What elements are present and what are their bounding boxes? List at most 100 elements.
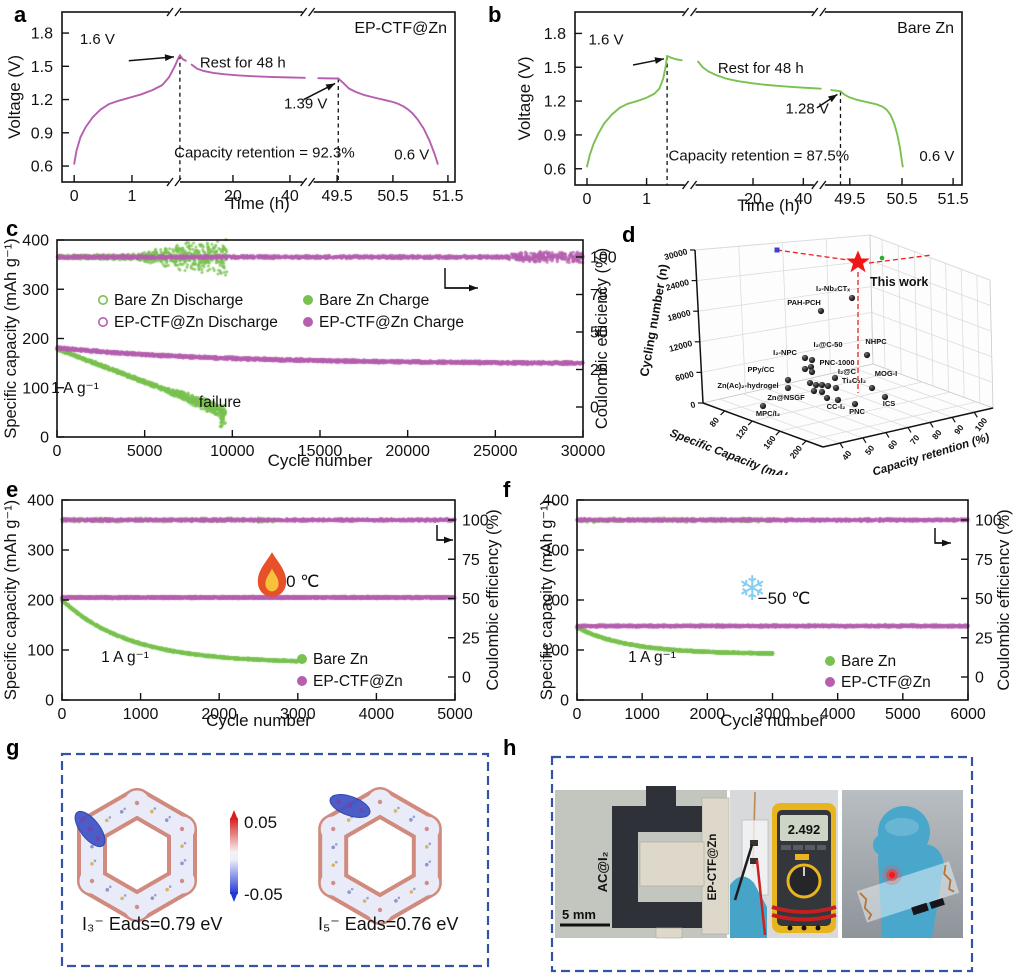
svg-text:1 A g⁻¹: 1 A g⁻¹: [628, 649, 676, 666]
svg-text:1.5: 1.5: [31, 59, 53, 76]
dashed-box: [60, 752, 490, 968]
svg-text:MOG-I: MOG-I: [875, 369, 898, 378]
panel-device-photos: AC@I₂ EP-CTF@Zn 5 mm 2.492: [550, 755, 974, 973]
panel-label-c: c: [6, 216, 19, 241]
svg-text:70: 70: [908, 433, 922, 447]
multimeter: 2.492: [771, 803, 837, 933]
svg-text:1.2: 1.2: [544, 94, 566, 111]
eads-i5-caption: I₅⁻ Eads=0.76 eV: [318, 914, 458, 934]
svg-text:Voltage (V): Voltage (V): [5, 55, 24, 139]
svg-text:100: 100: [542, 643, 569, 660]
svg-text:4000: 4000: [820, 706, 856, 723]
svg-text:40: 40: [281, 188, 299, 205]
photo-wearable-battery: [842, 790, 963, 938]
svg-text:75: 75: [975, 552, 993, 569]
svg-text:200: 200: [27, 593, 54, 610]
svg-text:Cycling number (n): Cycling number (n): [637, 263, 671, 378]
svg-text:1000: 1000: [624, 706, 660, 723]
svg-text:ICS: ICS: [883, 399, 896, 408]
svg-text:Coulombic efficiency (%): Coulombic efficiency (%): [484, 509, 502, 690]
svg-text:0: 0: [573, 706, 582, 723]
svg-text:160: 160: [761, 433, 778, 451]
svg-text:Cycle number: Cycle number: [720, 711, 825, 730]
electrode-label-ep-ctf-zn: EP-CTF@Zn: [707, 834, 719, 901]
svg-text:25: 25: [462, 630, 480, 647]
svg-text:MPC/I₂: MPC/I₂: [756, 409, 780, 418]
svg-text:2000: 2000: [690, 706, 726, 723]
svg-text:Bare Zn Charge: Bare Zn Charge: [319, 292, 429, 309]
svg-text:20000: 20000: [385, 443, 430, 460]
svg-text:Time (h): Time (h): [737, 196, 800, 215]
panel-dft-adsorption: 0.05 -0.05 I₃⁻ Eads=0.79 eV I₅⁻ Eads=0.7…: [60, 752, 490, 968]
svg-text:60: 60: [886, 438, 900, 452]
svg-text:Voltage (V): Voltage (V): [515, 56, 534, 140]
molecule-i5-adsorbed: [318, 787, 442, 925]
svg-text:300: 300: [542, 543, 569, 560]
svg-text:Specific capacity (mAh g⁻¹): Specific capacity (mAh g⁻¹): [2, 238, 20, 438]
svg-text:400: 400: [542, 493, 569, 510]
svg-text:10000: 10000: [210, 443, 255, 460]
eads-i3-caption: I₃⁻ Eads=0.79 eV: [82, 914, 222, 934]
svg-text:50: 50: [462, 591, 480, 608]
svg-text:20: 20: [744, 191, 762, 208]
snowflake-icon: ❄: [738, 570, 767, 608]
svg-text:5000: 5000: [127, 443, 163, 460]
svg-text:100: 100: [975, 513, 1002, 530]
svg-text:1: 1: [642, 191, 651, 208]
svg-text:2000: 2000: [201, 706, 237, 723]
svg-text:20: 20: [224, 188, 242, 205]
svg-text:Specific capacity (mAh g⁻¹): Specific capacity (mAh g⁻¹): [2, 500, 20, 700]
svg-text:1.5: 1.5: [544, 60, 566, 77]
svg-text:1.8: 1.8: [544, 26, 566, 43]
svg-text:I₂@C: I₂@C: [838, 367, 857, 376]
svg-text:NHPC: NHPC: [865, 337, 887, 346]
svg-text:18000: 18000: [666, 307, 692, 323]
svg-text:400: 400: [22, 233, 49, 250]
svg-text:25: 25: [975, 630, 993, 647]
panel-label-f: f: [503, 477, 511, 502]
svg-text:40: 40: [840, 448, 854, 462]
panel-label-a: a: [14, 2, 27, 27]
svg-text:80: 80: [707, 415, 721, 429]
svg-text:0: 0: [975, 670, 984, 687]
svg-text:PAH-PCH: PAH-PCH: [787, 298, 821, 307]
svg-text:Time (h): Time (h): [227, 194, 290, 213]
svg-text:100: 100: [22, 380, 49, 397]
svg-text:Zn@NSGF: Zn@NSGF: [767, 393, 805, 402]
svg-text:1.6 V: 1.6 V: [80, 31, 115, 48]
svg-text:0: 0: [560, 693, 569, 710]
svg-text:0.9: 0.9: [544, 127, 566, 144]
svg-text:400: 400: [27, 493, 54, 510]
svg-text:Coulombic efficiency (%): Coulombic efficiency (%): [593, 248, 611, 429]
svg-text:100: 100: [973, 416, 990, 434]
svg-text:PNC: PNC: [849, 407, 865, 416]
chart-cycling-30000: 0 100 200 300 400 0 25 50 75 100 0 5000 10000 15000 20…: [2, 233, 617, 471]
svg-text:EP-CTF@Zn Discharge: EP-CTF@Zn Discharge: [114, 314, 278, 331]
svg-text:12000: 12000: [668, 338, 694, 354]
svg-text:1 A g⁻¹: 1 A g⁻¹: [51, 380, 99, 397]
svg-text:Zn(Ac)₂-hydrogel: Zn(Ac)₂-hydrogel: [717, 381, 778, 390]
svg-text:50: 50: [590, 325, 608, 342]
svg-text:0.6 V: 0.6 V: [919, 148, 954, 165]
chart-3d-comparison: 0 6000 12000 18000 24000 30000 80 120 160 200 40 50…: [637, 234, 995, 475]
svg-text:5000: 5000: [437, 706, 473, 723]
svg-text:1.39 V: 1.39 V: [284, 95, 327, 112]
svg-text:Bare Zn: Bare Zn: [313, 651, 368, 668]
svg-text:5000: 5000: [885, 706, 921, 723]
svg-text:Bare Zn: Bare Zn: [841, 653, 896, 670]
svg-text:1.2: 1.2: [31, 92, 53, 109]
molecule-i3-adsorbed: [74, 788, 197, 922]
svg-text:49.5: 49.5: [834, 191, 865, 208]
svg-text:100: 100: [27, 643, 54, 660]
svg-text:Coulombic efficiencv (%): Coulombic efficiencv (%): [995, 509, 1013, 690]
svg-text:Capacity retention (%): Capacity retention (%): [871, 432, 991, 475]
svg-text:30000: 30000: [663, 246, 689, 262]
svg-text:Rest for 48 h: Rest for 48 h: [200, 54, 286, 71]
panel-label-g: g: [6, 735, 20, 760]
svg-text:Bare Zn: Bare Zn: [897, 20, 954, 37]
panel-label-h: h: [503, 735, 517, 760]
meter-display: 2.492: [788, 822, 821, 837]
svg-text:100: 100: [590, 250, 617, 267]
svg-text:25: 25: [590, 362, 608, 379]
svg-text:50.5: 50.5: [886, 191, 917, 208]
